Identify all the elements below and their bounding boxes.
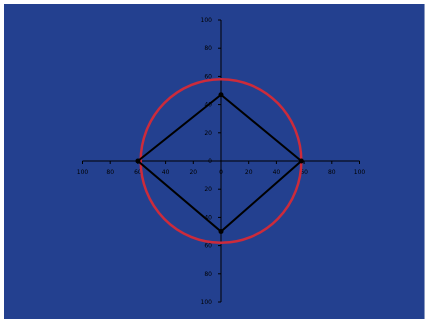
y-tick-label: 20 (204, 130, 212, 137)
x-tick-label: 100 (354, 169, 366, 176)
x-tick-label: 20 (245, 169, 253, 176)
y-tick-label: 100 (201, 299, 213, 306)
data-point (135, 159, 140, 164)
y-tick-label: 0 (208, 158, 212, 165)
chart-svg: 100 80 60 40 20 0 20 40 60 80 10010080604020020406… (4, 4, 424, 319)
x-tick-label: 20 (189, 169, 197, 176)
y-tick-label: 20 (204, 186, 212, 193)
y-tick-label: 80 (204, 271, 212, 278)
x-tick-label: 80 (328, 169, 336, 176)
y-tick-label: 100 (201, 17, 213, 24)
y-tick-label: 80 (204, 45, 212, 52)
data-point (219, 92, 224, 97)
x-tick-label: 100 (77, 169, 89, 176)
x-tick-label: 80 (106, 169, 114, 176)
y-tick-label: 60 (204, 243, 212, 250)
data-point (299, 159, 304, 164)
x-tick-label: 40 (162, 169, 170, 176)
x-tick-label: 40 (273, 169, 281, 176)
chart-plot-area: 100 80 60 40 20 0 20 40 60 80 100 100 80 60 40 20 0 20 40 6… (4, 4, 425, 319)
x-tick-label: 0 (219, 169, 223, 176)
data-point (219, 229, 224, 234)
